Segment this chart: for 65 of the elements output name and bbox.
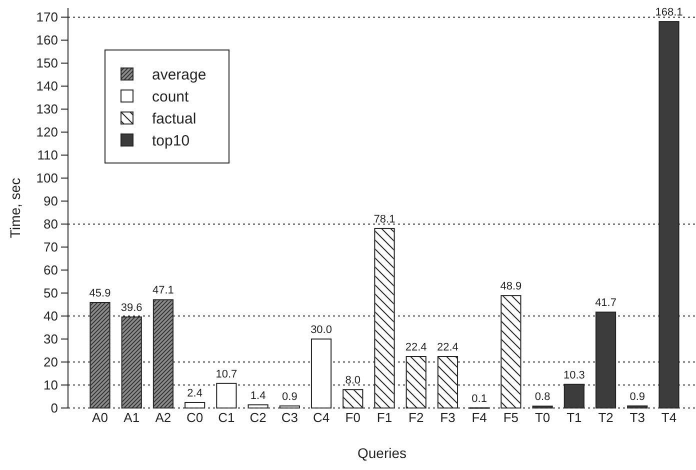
x-tick-label: F5 bbox=[503, 410, 519, 425]
x-tick-label: C1 bbox=[218, 410, 235, 425]
data-label: 22.4 bbox=[405, 342, 427, 354]
x-tick-label: C3 bbox=[281, 410, 298, 425]
y-tick-label: 80 bbox=[44, 216, 58, 232]
x-tick-label: F4 bbox=[472, 410, 487, 425]
data-label: 47.1 bbox=[152, 284, 174, 297]
data-label: 0.8 bbox=[534, 391, 550, 404]
x-tick-label: C0 bbox=[186, 410, 204, 425]
x-tick-label: C4 bbox=[312, 410, 330, 425]
y-tick-label: 130 bbox=[36, 102, 58, 117]
y-tick-label: 150 bbox=[36, 56, 58, 71]
data-label: 78.1 bbox=[374, 213, 396, 226]
bar bbox=[310, 338, 332, 408]
y-tick-label: 90 bbox=[44, 194, 58, 209]
y-tick-label: 170 bbox=[36, 10, 58, 25]
x-tick-label: T4 bbox=[661, 410, 677, 425]
x-tick-label: A0 bbox=[92, 410, 108, 425]
legend-label: average bbox=[152, 66, 206, 84]
data-label: 30.0 bbox=[310, 324, 332, 336]
x-tick-label: T3 bbox=[630, 410, 645, 425]
data-label: 0.9 bbox=[630, 390, 646, 403]
legend-label: top10 bbox=[152, 132, 190, 150]
y-tick-label: 160 bbox=[36, 32, 58, 48]
legend-label: count bbox=[152, 88, 190, 106]
y-tick-label: 140 bbox=[36, 78, 58, 94]
x-axis-title: Queries bbox=[357, 445, 407, 461]
y-tick-label: 30 bbox=[44, 332, 58, 347]
data-label: 39.6 bbox=[120, 302, 142, 314]
bar bbox=[184, 402, 206, 408]
legend-label: factual bbox=[152, 110, 196, 128]
x-tick-label: F3 bbox=[440, 410, 456, 425]
data-label: 45.9 bbox=[89, 287, 111, 300]
data-label: 168.1 bbox=[655, 6, 683, 19]
data-label: 8.0 bbox=[345, 374, 361, 387]
x-tick-label: A2 bbox=[155, 410, 172, 425]
data-label: 22.4 bbox=[437, 342, 458, 354]
x-tick-label: T1 bbox=[566, 410, 582, 425]
data-label: 48.9 bbox=[500, 280, 522, 293]
y-tick-label: 120 bbox=[36, 124, 58, 140]
data-label: 10.3 bbox=[563, 369, 585, 382]
y-tick-label: 100 bbox=[36, 170, 58, 186]
data-label: 2.4 bbox=[187, 387, 202, 400]
x-tick-label: F0 bbox=[345, 410, 360, 425]
x-tick-label: T0 bbox=[534, 410, 550, 425]
y-tick-label: 60 bbox=[44, 262, 58, 278]
data-label: 10.7 bbox=[216, 368, 238, 380]
y-tick-label: 50 bbox=[44, 286, 58, 301]
x-tick-label: A1 bbox=[124, 410, 140, 425]
y-tick-label: 110 bbox=[37, 148, 58, 163]
x-tick-label: C2 bbox=[250, 410, 266, 425]
data-label: 41.7 bbox=[595, 297, 616, 310]
data-label: 1.4 bbox=[250, 390, 266, 402]
x-tick-label: F2 bbox=[408, 410, 424, 425]
x-tick-label: F1 bbox=[376, 410, 392, 425]
x-tick-label: T2 bbox=[598, 410, 614, 425]
data-label: 0.1 bbox=[472, 392, 487, 405]
bar bbox=[216, 382, 237, 408]
y-tick-label: 20 bbox=[44, 354, 58, 370]
y-tick-label: 0 bbox=[50, 400, 58, 416]
y-tick-label: 10 bbox=[44, 378, 58, 393]
y-tick-label: 70 bbox=[44, 240, 58, 255]
data-label: 0.9 bbox=[282, 390, 298, 403]
y-axis-title: Time, sec bbox=[7, 178, 23, 238]
y-tick-label: 40 bbox=[44, 308, 58, 324]
